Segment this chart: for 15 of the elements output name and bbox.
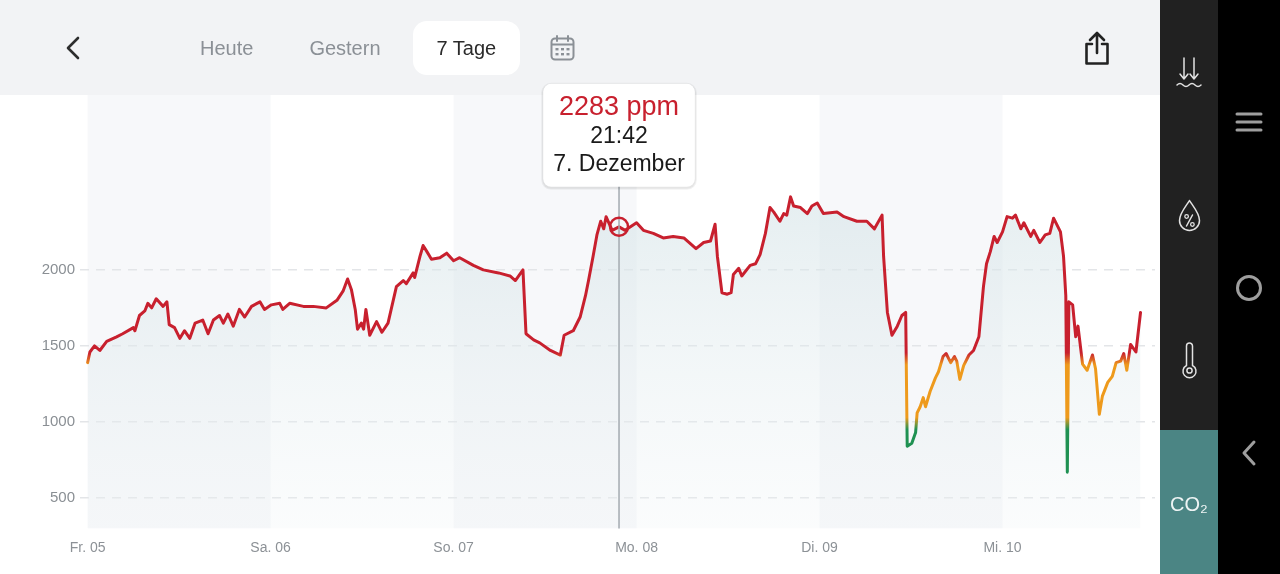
- tab-button: Gestern: [285, 21, 405, 75]
- y-tick-label: 2000: [41, 260, 75, 278]
- x-tick-label: So. 07: [433, 538, 475, 555]
- selected-tab-button: 7 Tage: [412, 21, 521, 75]
- x-tick-label: Sa. 06: [250, 538, 292, 555]
- annotation: 2283 ppm 21:42 7. Dezember: [553, 90, 686, 177]
- y-tick-label: 1000: [41, 412, 75, 430]
- y-tick-label: 1500: [41, 336, 75, 354]
- tab-button: Heute: [176, 21, 278, 75]
- x-tick-label: Fr. 05: [69, 538, 106, 555]
- sidebar-tab[interactable]: CO₂: [1160, 430, 1218, 574]
- x-tick-label: Mi. 10: [983, 538, 1022, 555]
- y-tick-label: 500: [49, 488, 75, 506]
- x-tick-label: Mo. 08: [615, 538, 659, 555]
- x-tick-label: Di. 09: [801, 538, 839, 555]
